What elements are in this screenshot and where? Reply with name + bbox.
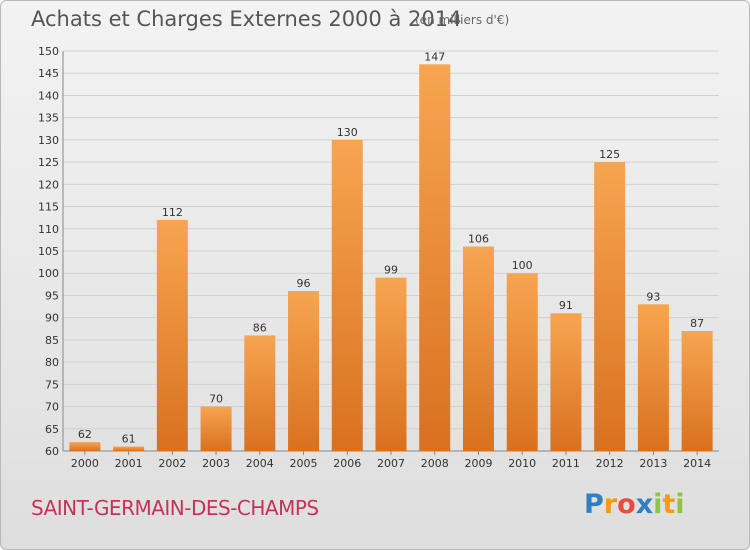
value-label-2005: 96 <box>297 277 311 290</box>
value-label-2006: 130 <box>337 126 358 139</box>
logo-letter: t <box>662 489 676 520</box>
logo-letter: i <box>675 489 685 520</box>
y-tick-label: 70 <box>45 401 59 414</box>
value-label-2003: 70 <box>209 393 223 406</box>
y-tick-label: 100 <box>38 267 59 280</box>
x-tick-label-2012: 2012 <box>596 457 624 470</box>
y-tick-label: 110 <box>38 223 59 236</box>
x-tick-label-2003: 2003 <box>202 457 230 470</box>
y-tick-label: 115 <box>38 201 59 214</box>
proxiti-logo[interactable]: Proxiti <box>584 489 685 520</box>
value-label-2002: 112 <box>162 206 183 219</box>
bar-2010[interactable] <box>506 273 538 451</box>
bar-2007[interactable] <box>375 277 407 451</box>
y-tick-label: 80 <box>45 356 59 369</box>
value-label-2009: 106 <box>468 233 489 246</box>
x-tick-label-2004: 2004 <box>246 457 274 470</box>
x-tick-label-2006: 2006 <box>333 457 361 470</box>
y-tick-label: 140 <box>38 89 59 102</box>
x-tick-label-2007: 2007 <box>377 457 405 470</box>
x-tick-label-2001: 2001 <box>115 457 143 470</box>
bar-2002[interactable] <box>156 219 188 451</box>
value-label-2014: 87 <box>690 317 704 330</box>
value-label-2007: 99 <box>384 264 398 277</box>
chart-subtitle: (en milliers d'€) <box>415 13 510 27</box>
value-label-2008: 147 <box>424 50 445 63</box>
bar-2008[interactable] <box>419 64 451 452</box>
bar-layer <box>69 64 713 452</box>
value-label-2004: 86 <box>253 321 267 334</box>
value-label-2011: 91 <box>559 299 573 312</box>
bar-2005[interactable] <box>288 291 320 451</box>
value-label-2010: 100 <box>512 259 533 272</box>
logo-letter: P <box>584 489 604 520</box>
bar-2004[interactable] <box>244 335 276 451</box>
label-layer: 60 65 70 75 80 85 90 95 100 105 110 115 120 125 130 135… <box>38 45 711 470</box>
y-tick-label: 85 <box>45 334 59 347</box>
x-tick-label-2000: 2000 <box>71 457 99 470</box>
bar-2013[interactable] <box>637 304 669 451</box>
y-tick-label: 130 <box>38 134 59 147</box>
y-tick-label: 120 <box>38 178 59 191</box>
bar-2011[interactable] <box>550 313 582 451</box>
bar-2006[interactable] <box>331 139 363 451</box>
bar-2000[interactable] <box>69 442 101 451</box>
bar-2009[interactable] <box>462 246 494 451</box>
logo-letter: r <box>603 489 618 520</box>
x-tick-label-2014: 2014 <box>683 457 711 470</box>
value-label-2000: 62 <box>78 428 92 441</box>
value-label-2001: 61 <box>122 433 136 446</box>
chart-title: Achats et Charges Externes 2000 à 2014 <box>31 7 462 31</box>
y-tick-label: 135 <box>38 112 59 125</box>
logo-letter: o <box>617 489 636 520</box>
y-tick-label: 65 <box>45 423 59 436</box>
x-tick-label-2011: 2011 <box>552 457 580 470</box>
x-tick-label-2002: 2002 <box>158 457 186 470</box>
bar-2001[interactable] <box>113 446 145 451</box>
x-tick-label-2008: 2008 <box>421 457 449 470</box>
city-name: SAINT-GERMAIN-DES-CHAMPS <box>31 496 319 520</box>
bar-2012[interactable] <box>594 162 626 451</box>
x-tick-label-2013: 2013 <box>639 457 667 470</box>
y-tick-label: 90 <box>45 312 59 325</box>
x-tick-label-2009: 2009 <box>464 457 492 470</box>
x-tick-label-2010: 2010 <box>508 457 536 470</box>
y-tick-label: 145 <box>38 67 59 80</box>
y-tick-label: 150 <box>38 45 59 58</box>
y-tick-label: 60 <box>45 445 59 458</box>
bar-2003[interactable] <box>200 406 232 451</box>
y-tick-label: 125 <box>38 156 59 169</box>
y-tick-label: 75 <box>45 378 59 391</box>
y-tick-label: 105 <box>38 245 59 258</box>
value-label-2012: 125 <box>599 148 620 161</box>
bar-2014[interactable] <box>681 331 713 451</box>
value-label-2013: 93 <box>646 290 660 303</box>
logo-letter: x <box>635 489 654 520</box>
x-tick-label-2005: 2005 <box>290 457 318 470</box>
logo-letter: i <box>653 489 663 520</box>
y-tick-label: 95 <box>45 289 59 302</box>
